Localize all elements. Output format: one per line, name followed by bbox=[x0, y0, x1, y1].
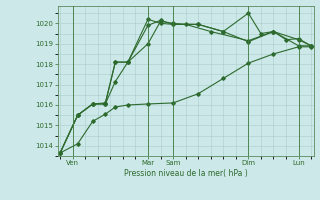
X-axis label: Pression niveau de la mer( hPa ): Pression niveau de la mer( hPa ) bbox=[124, 169, 247, 178]
